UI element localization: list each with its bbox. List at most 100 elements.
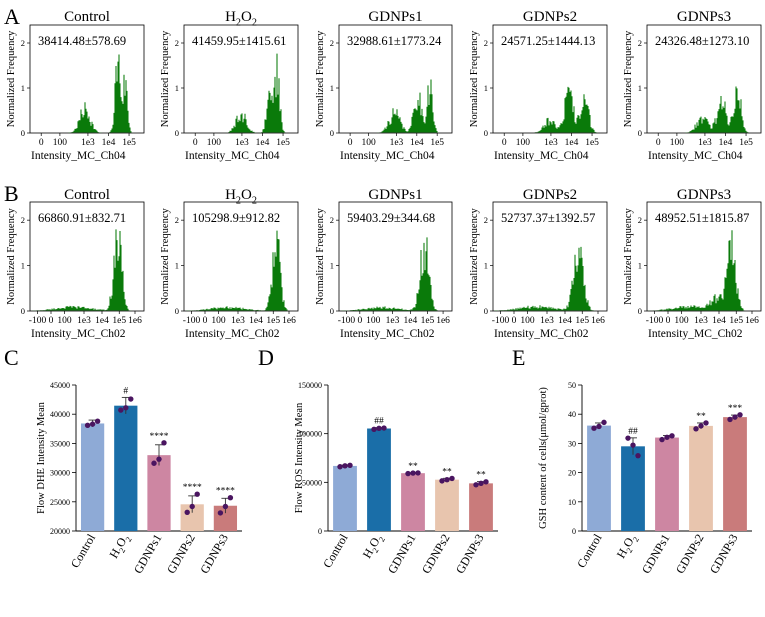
data-point xyxy=(596,423,602,430)
bar-H2O2 xyxy=(621,446,645,531)
category-label-group: GDNPs1 xyxy=(639,532,673,577)
data-point xyxy=(732,414,738,420)
category-label: H2O2 xyxy=(107,532,134,562)
x-axis-label: Intensity_MC_Ch02 xyxy=(340,328,435,340)
panel-title-sub1: 2 xyxy=(236,18,241,29)
y-axis-label: GSH content of cells(μmol/gprot) xyxy=(538,387,549,529)
stat-annotation: 105298.9±912.82 xyxy=(192,211,280,225)
data-point xyxy=(89,421,96,427)
x-tick-label: 0 xyxy=(357,316,362,326)
x-tick-label: 1e5 xyxy=(739,138,753,148)
y-tick-label: 2 xyxy=(21,38,25,48)
data-point xyxy=(189,503,195,510)
significance-mark: **** xyxy=(150,432,169,442)
plot-frame xyxy=(183,24,299,134)
data-point xyxy=(693,426,699,432)
data-point xyxy=(410,470,416,476)
x-tick-label: 1e6 xyxy=(745,316,759,326)
panel-title: Control xyxy=(64,9,110,25)
x-tick-label: 1e4 xyxy=(565,138,579,148)
category-label: GDNPs2 xyxy=(419,532,453,577)
data-point xyxy=(217,510,224,516)
panel-title: H2O2 xyxy=(225,9,257,29)
x-tick-label: 1e5 xyxy=(112,316,126,326)
data-point xyxy=(737,412,743,418)
y-tick-label: 45000 xyxy=(50,381,70,390)
x-tick-label: 1e4 xyxy=(558,316,572,326)
x-tick-label: 1e3 xyxy=(544,138,558,148)
y-tick-label: 0 xyxy=(638,128,642,138)
histogram-bars xyxy=(68,54,133,133)
category-label-group: GDNPs3 xyxy=(197,532,231,577)
bar-chart-E: GSH content of cells(μmol/gprot) 0 10 20 30 4… xyxy=(538,381,752,576)
y-tick-label: 0 xyxy=(484,306,488,316)
panel-title: GDNPs2 xyxy=(523,9,577,25)
category-label: H2O2 xyxy=(360,532,387,562)
category-label-group: GDNPs3 xyxy=(453,532,487,577)
category-label-group: GDNPs2 xyxy=(673,532,707,577)
histogram-bars xyxy=(648,230,746,311)
histogram-panel-A-2: GDNPs1 Normalized Frequency 0 1 2 0 100 1e3 1e4 1… xyxy=(315,9,453,162)
y-tick-label: 2 xyxy=(484,215,488,225)
plot-frame xyxy=(646,201,762,312)
y-tick-label: 30000 xyxy=(50,469,70,478)
y-axis-label: Normalized Frequency xyxy=(160,30,171,127)
y-axis-label: Flow ROS Intensity Mean xyxy=(294,402,305,513)
category-label-sub2: 2 xyxy=(631,535,641,543)
panel-title-sub2: 2 xyxy=(252,18,257,29)
bar-chart-D: Flow ROS Intensity Mean 0 50000 100000 15000… xyxy=(294,381,498,576)
x-tick-label: 100 xyxy=(211,316,226,326)
category-label: Control xyxy=(574,531,605,570)
data-point xyxy=(415,470,421,476)
y-tick-label: 100000 xyxy=(298,430,322,439)
category-label: Control xyxy=(68,531,99,570)
x-axis-label: Intensity_MC_Ch02 xyxy=(648,328,743,340)
x-tick-label: 1e4 xyxy=(249,316,263,326)
y-tick-label: 1 xyxy=(175,261,179,271)
x-tick-label: 1e5 xyxy=(430,138,444,148)
x-tick-label: 1e4 xyxy=(712,316,726,326)
significance-mark: **** xyxy=(216,487,235,497)
category-label: GDNPs3 xyxy=(707,532,741,577)
x-tick-label: -100 xyxy=(646,316,664,326)
histogram-panel-A-3: GDNPs2 Normalized Frequency 0 1 2 0 100 1e3 1e4 1… xyxy=(469,9,608,162)
bar-H2O2 xyxy=(367,428,391,531)
data-point xyxy=(635,452,641,459)
panel-letter-C: C xyxy=(4,345,19,370)
y-tick-label: 2 xyxy=(330,215,334,225)
x-tick-label: 1e4 xyxy=(719,138,733,148)
plot-frame xyxy=(338,24,453,134)
category-label-sub1: 2 xyxy=(117,546,127,554)
data-point xyxy=(659,436,665,443)
bar-GDNPs2 xyxy=(435,479,459,531)
y-tick-label: 0 xyxy=(638,306,642,316)
x-tick-label: 1e5 xyxy=(585,138,599,148)
bar-GDNPs1 xyxy=(401,473,425,531)
histogram-bars xyxy=(341,237,438,311)
x-tick-label: 1e3 xyxy=(540,316,554,326)
histogram-bars xyxy=(377,79,439,133)
data-point xyxy=(128,396,134,402)
x-tick-label: 1e3 xyxy=(235,138,249,148)
significance-mark: ** xyxy=(476,471,486,481)
x-tick-label: 1e4 xyxy=(410,138,424,148)
x-tick-label: 0 xyxy=(656,138,661,148)
panel-letter-B: B xyxy=(4,181,19,206)
data-point xyxy=(669,433,675,439)
data-point xyxy=(483,479,489,485)
data-point xyxy=(625,435,631,441)
data-point xyxy=(727,416,733,423)
y-tick-label: 0 xyxy=(175,306,179,316)
y-tick-label: 2 xyxy=(484,38,488,48)
data-point xyxy=(478,480,484,487)
category-label-group: GDNPs1 xyxy=(385,532,419,577)
y-tick-label: 0 xyxy=(484,128,488,138)
x-tick-label: 0 xyxy=(193,138,198,148)
y-tick-label: 0 xyxy=(21,128,25,138)
data-point xyxy=(371,426,377,432)
